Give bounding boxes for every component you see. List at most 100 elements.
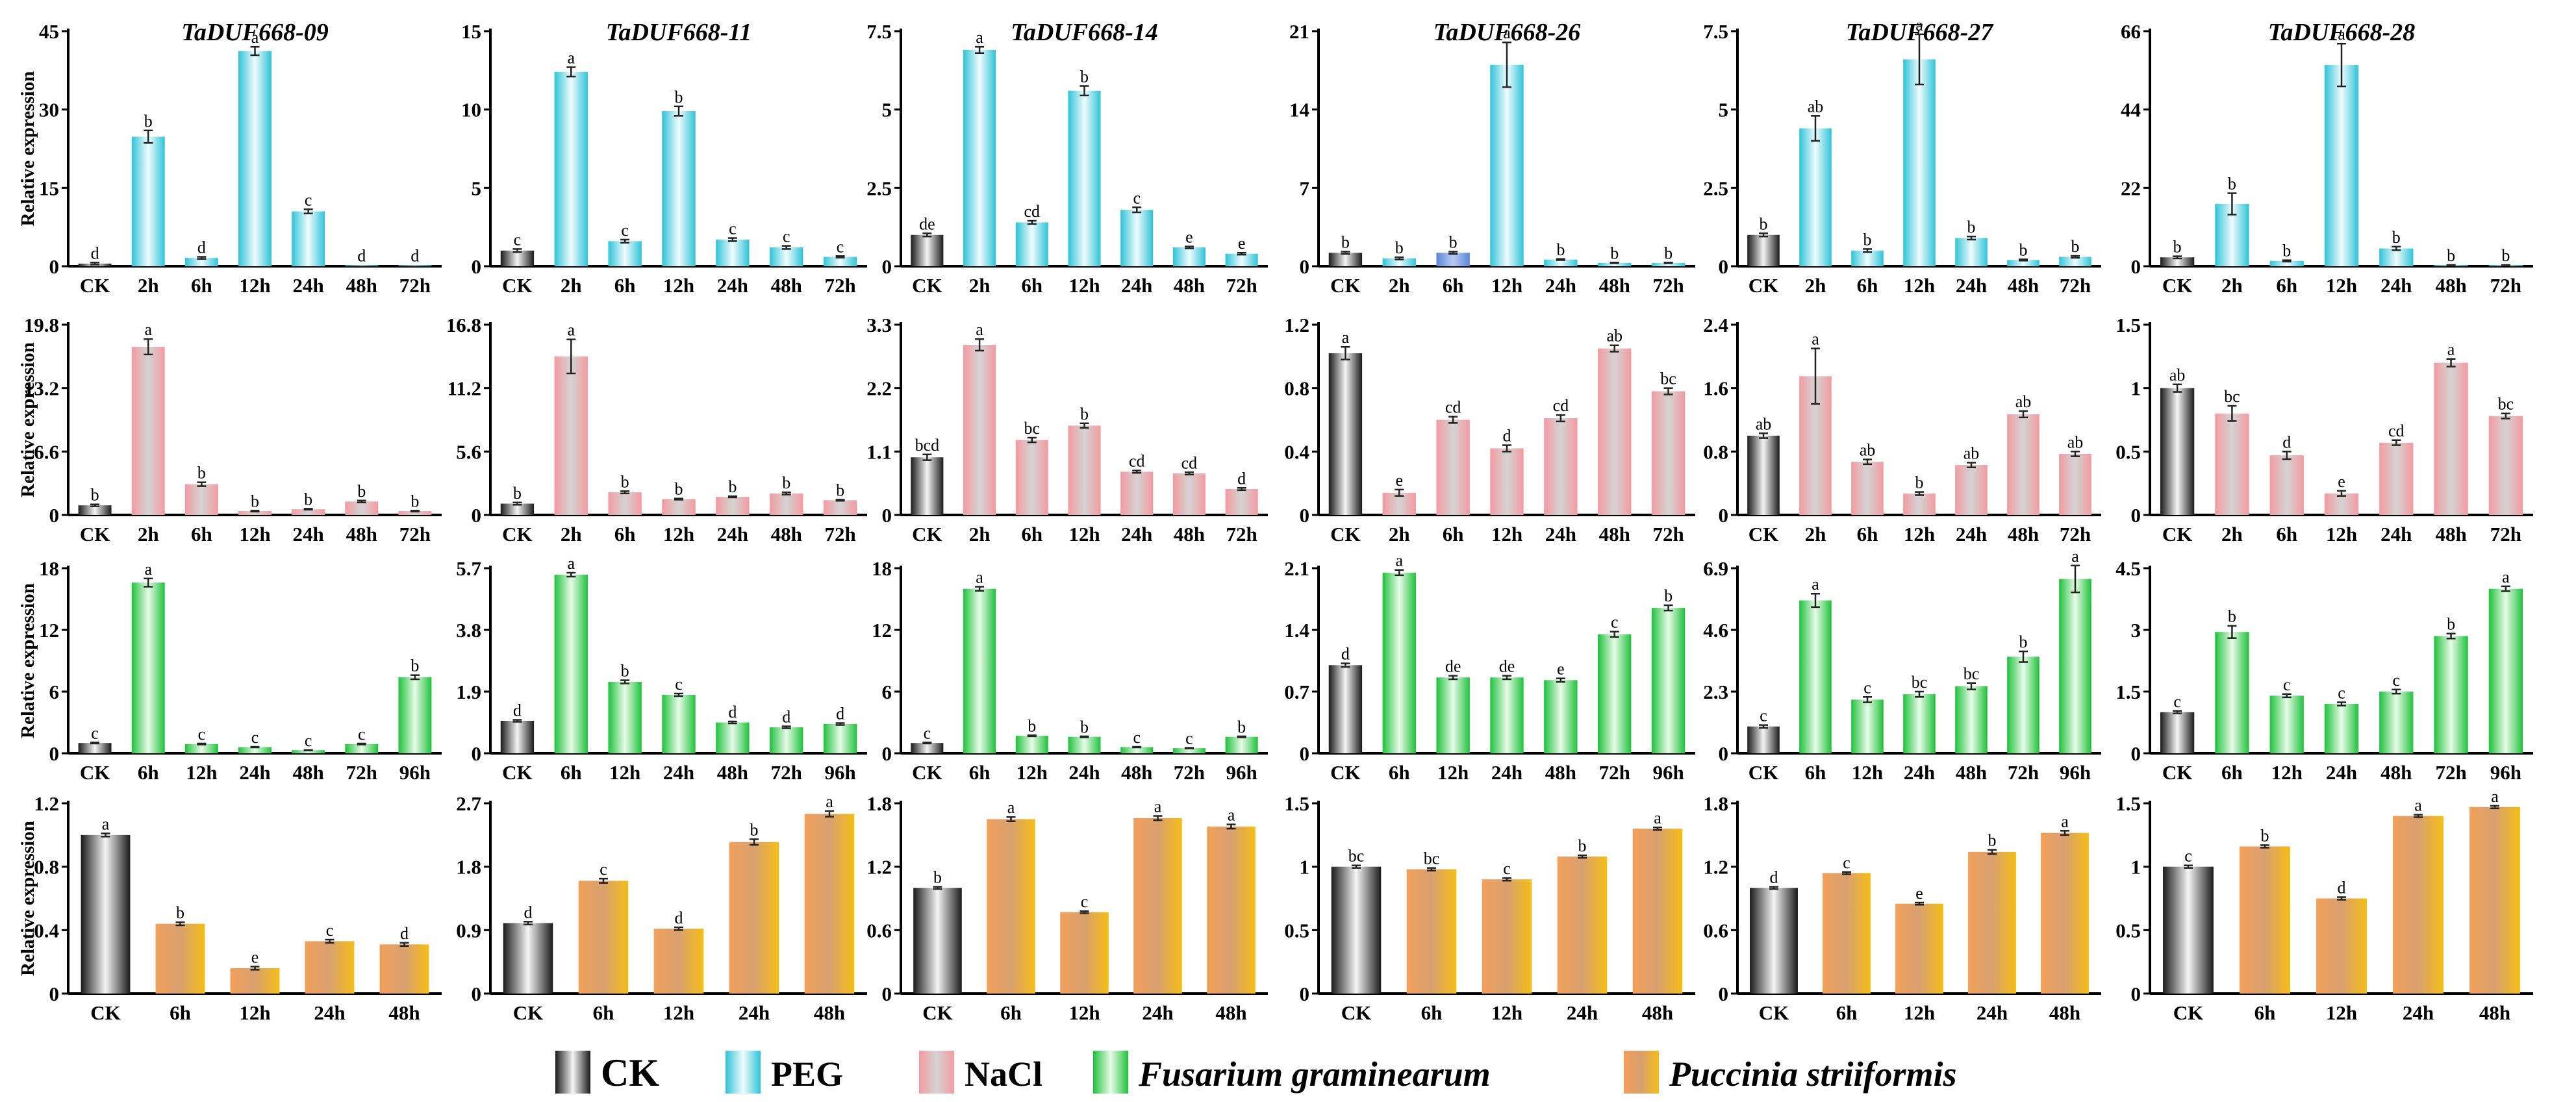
bar-72h	[398, 511, 432, 515]
significance-letter: c	[198, 725, 206, 744]
x-tick-label: 12h	[239, 523, 270, 545]
y-tick-label: 2.1	[1284, 557, 1309, 580]
bar-24h	[1490, 677, 1524, 753]
x-tick-label: 48h	[388, 1001, 420, 1024]
panel-taduf668-28-row2: 0 1.5 3 4.5 c CK b 6h c 12h c 24h c 48h b 72h a 96h	[2115, 557, 2533, 784]
significance-letter: c	[2173, 692, 2181, 711]
significance-letter: b	[2447, 615, 2455, 634]
x-tick-label: 72h	[1174, 761, 1205, 784]
significance-letter: a	[2414, 796, 2422, 815]
bar-2h	[1799, 128, 1832, 266]
x-tick-label: CK	[80, 274, 110, 297]
significance-letter: a	[568, 49, 575, 68]
bar-12h	[1068, 425, 1101, 515]
significance-letter: b	[251, 492, 259, 510]
significance-letter: b	[1080, 405, 1089, 423]
y-tick-label: 3	[2131, 619, 2141, 642]
x-tick-label: 24h	[717, 274, 748, 297]
significance-letter: a	[976, 320, 983, 339]
significance-letter: c	[251, 728, 259, 747]
x-tick-label: 72h	[346, 761, 377, 784]
significance-letter: c	[514, 230, 522, 249]
x-tick-label: 6h	[593, 1001, 614, 1024]
significance-letter: ab	[1860, 441, 1876, 460]
panel-taduf668-11-row2: 0 1.9 3.8 5.7 d CK a 6h b 12h c 24h d 48h d 72h d 96h	[456, 554, 867, 784]
x-tick-label: 12h	[1437, 761, 1469, 784]
x-tick-label: 72h	[2060, 523, 2091, 545]
gene-title: TaDUF668-14	[1011, 19, 1158, 46]
y-tick-label: 0	[882, 742, 892, 765]
bar-12h	[1015, 736, 1048, 753]
y-tick-label: 0	[1719, 255, 1729, 278]
bar-12h	[1490, 64, 1524, 266]
panel-taduf668-09-row3: 0 0.4 0.8 1.2 a CK b 6h e 12h c 24h d 48h	[34, 792, 442, 1024]
bar-24h	[1955, 238, 1988, 266]
x-tick-label: 24h	[1142, 1001, 1173, 1024]
y-tick-label: 18	[39, 557, 59, 580]
panel-taduf668-28-row3: 0 0.5 1 1.5 c CK b 6h d 12h a 24h a 48h	[2115, 787, 2533, 1024]
x-tick-label: 12h	[2326, 1001, 2357, 1024]
x-tick-label: CK	[922, 1001, 953, 1024]
significance-letter: c	[305, 190, 312, 209]
bar-6h	[1015, 440, 1048, 515]
significance-letter: b	[197, 464, 206, 482]
bar-24h	[2393, 816, 2443, 994]
significance-letter: bcd	[915, 436, 940, 455]
x-tick-label: 48h	[814, 1001, 845, 1024]
bar-24h	[1120, 210, 1154, 266]
bar-6h	[184, 484, 218, 515]
x-tick-label: CK	[1330, 523, 1361, 545]
y-tick-label: 0	[49, 742, 60, 765]
bar-2h	[554, 71, 588, 266]
bar-6h	[184, 258, 218, 266]
x-tick-label: 24h	[1068, 761, 1100, 784]
significance-letter: a	[2338, 25, 2345, 44]
y-tick-label: 0	[1300, 742, 1310, 765]
y-tick-label: 1.5	[2115, 792, 2141, 815]
y-tick-label: 3.8	[456, 619, 481, 642]
y-tick-label: 1.5	[1284, 792, 1309, 815]
bar-24h	[1068, 736, 1101, 753]
bar-12h	[1490, 448, 1524, 515]
legend-item-ck: CK	[555, 1051, 659, 1094]
y-tick-label: 0	[2131, 504, 2141, 527]
x-tick-label: 48h	[1215, 1001, 1246, 1024]
x-tick-label: 24h	[239, 761, 270, 784]
x-tick-label: CK	[912, 761, 942, 784]
significance-letter: b	[410, 657, 419, 675]
bar-48h	[770, 493, 803, 515]
legend-label: Puccinia striiformis	[1669, 1055, 1957, 1094]
significance-letter: c	[1133, 188, 1141, 207]
y-tick-label: 1.5	[2115, 314, 2141, 336]
significance-letter: ab	[1964, 444, 1980, 462]
x-tick-label: 72h	[824, 523, 855, 545]
y-tick-label: 1	[1300, 856, 1310, 879]
significance-letter: a	[568, 321, 575, 340]
significance-letter: d	[524, 903, 533, 921]
x-tick-label: 6h	[1443, 274, 1464, 297]
significance-letter: bc	[1424, 849, 1440, 868]
y-tick-label: 16.8	[446, 314, 481, 336]
x-tick-label: 12h	[663, 523, 694, 545]
bar-ck	[913, 888, 962, 994]
significance-letter: de	[919, 214, 935, 233]
x-tick-label: 6h	[191, 523, 212, 545]
bar-96h	[398, 677, 432, 753]
panel-taduf668-26-row2: 0 0.7 1.4 2.1 d CK a 6h de 12h de 24h e 48h c 72h b 96h	[1284, 551, 1695, 784]
bar-24h	[1544, 259, 1578, 266]
x-tick-label: 72h	[2060, 274, 2091, 297]
y-tick-label: 6	[49, 681, 60, 703]
significance-letter: b	[357, 482, 366, 501]
bar-12h	[2324, 493, 2359, 515]
significance-letter: a	[568, 554, 575, 573]
y-tick-label: 0	[2131, 255, 2141, 278]
significance-letter: c	[1863, 678, 1871, 697]
panel-taduf668-26-row0: 0 7 14 21 b CK b 2h b 6h a 12h b 24h b 48h b 72h	[1289, 20, 1695, 297]
significance-letter: d	[675, 908, 683, 927]
bar-48h	[345, 265, 379, 266]
x-tick-label: 48h	[1956, 761, 1987, 784]
y-tick-label: 19.8	[24, 314, 59, 336]
y-tick-label: 1	[2131, 377, 2141, 400]
panel-taduf668-14-row0: 0 2.5 5 7.5 de CK a 2h cd 6h b 12h c 24h e 48h e 72h	[866, 20, 1268, 297]
x-tick-label: 24h	[2380, 523, 2412, 545]
